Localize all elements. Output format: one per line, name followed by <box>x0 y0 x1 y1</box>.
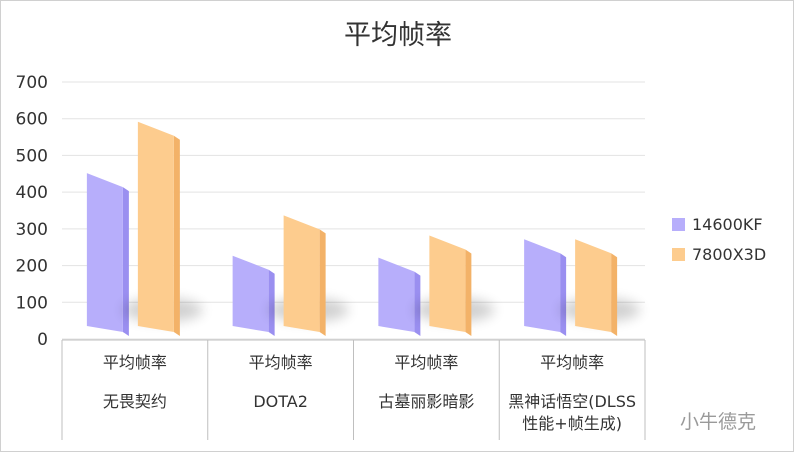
category-label: 黑神话悟空(DLSS <box>508 392 636 411</box>
bar-side <box>611 253 618 336</box>
category-label: 性能+帧生成) <box>522 414 622 433</box>
bar-side <box>268 269 275 336</box>
bars <box>86 121 641 336</box>
bar-side <box>560 253 567 336</box>
y-tick-label: 300 <box>16 220 48 240</box>
bar <box>378 257 415 332</box>
category-label: 古墓丽影暗影 <box>378 392 474 411</box>
legend-label: 7800X3D <box>692 245 766 264</box>
legend-swatch <box>672 218 685 231</box>
y-tick-label: 600 <box>16 110 48 130</box>
bar <box>524 239 561 332</box>
y-tick-label: 100 <box>16 293 48 313</box>
watermark-text: 小牛德克 <box>680 411 756 433</box>
category-label: 无畏契约 <box>103 392 167 411</box>
legend-label: 14600KF <box>692 215 763 234</box>
bar <box>137 121 174 332</box>
y-axis: 0 100 200 300 400 500 600 700 <box>16 73 48 350</box>
category-label: 平均帧率 <box>249 353 313 372</box>
bar <box>429 235 466 332</box>
bar-side <box>414 271 421 336</box>
chart-title: 平均帧率 <box>344 20 452 51</box>
y-tick-label: 700 <box>16 73 48 93</box>
y-tick-label: 200 <box>16 257 48 277</box>
category-label: 平均帧率 <box>394 353 458 372</box>
legend[interactable]: 14600KF 7800X3D <box>672 215 766 264</box>
bar <box>283 215 320 332</box>
bar <box>86 173 123 332</box>
y-tick-label: 500 <box>16 146 48 166</box>
x-axis: 平均帧率无畏契约平均帧率DOTA2平均帧率古墓丽影暗影平均帧率黑神话悟空(DLS… <box>61 339 646 440</box>
y-tick-label: 400 <box>16 183 48 203</box>
legend-swatch <box>672 248 685 261</box>
bar-side <box>319 229 326 336</box>
category-label: DOTA2 <box>253 392 308 411</box>
bar-side <box>122 187 129 336</box>
bar-side <box>173 135 180 336</box>
y-tick-label: 0 <box>37 330 48 350</box>
bar <box>232 255 269 332</box>
category-label: 平均帧率 <box>540 353 604 372</box>
bar-side <box>465 249 472 336</box>
bar <box>575 239 612 332</box>
category-label: 平均帧率 <box>103 353 167 372</box>
